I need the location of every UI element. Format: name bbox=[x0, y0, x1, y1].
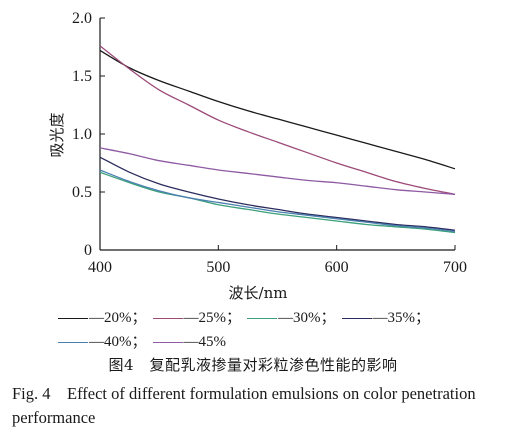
legend: —20%； —25%； —30%； —35%； —40%； —45% bbox=[58, 306, 498, 354]
series-line-25pct bbox=[99, 45, 456, 195]
legend-label: —20%； bbox=[89, 310, 147, 326]
y-axis-label: 吸光度 bbox=[48, 112, 66, 157]
legend-swatch bbox=[58, 342, 88, 344]
series-lines bbox=[99, 45, 456, 234]
legend-swatch bbox=[247, 318, 277, 320]
legend-swatch bbox=[152, 342, 183, 344]
legend-label: —25%； bbox=[183, 310, 242, 326]
series-line-45pct bbox=[99, 147, 456, 195]
x-tick-label: 700 bbox=[443, 259, 467, 276]
y-tick-label: 1.5 bbox=[72, 68, 92, 85]
y-tick-label: 0 bbox=[84, 242, 92, 259]
legend-item: —30%； bbox=[247, 306, 336, 330]
legend-item: —25%； bbox=[152, 306, 242, 330]
y-tick-label: 1.0 bbox=[72, 126, 92, 143]
x-axis-label: 波长/nm bbox=[229, 284, 288, 300]
series-line-35pct bbox=[99, 156, 456, 231]
legend-label: —40%； bbox=[89, 334, 147, 350]
series-line-30pct bbox=[99, 171, 456, 234]
series-line-20pct bbox=[99, 49, 456, 170]
legend-label: —30%； bbox=[278, 310, 336, 326]
legend-label: —45% bbox=[183, 334, 227, 350]
y-tick-label: 0.5 bbox=[72, 184, 92, 201]
legend-swatch bbox=[152, 318, 183, 320]
axes bbox=[99, 17, 456, 251]
line-chart: 400 500 600 700 0 0.5 1.0 1.5 2.0 波长/nm 吸光度 bbox=[48, 10, 467, 300]
legend-item: —45% bbox=[152, 330, 227, 354]
legend-swatch bbox=[341, 318, 372, 320]
series-line-40pct bbox=[99, 169, 456, 233]
legend-swatch bbox=[58, 318, 88, 320]
figure-caption-chinese: 图4 复配乳液掺量对彩粒渗色性能的影响 bbox=[108, 356, 398, 374]
x-tick-label: 500 bbox=[206, 259, 230, 276]
legend-label: —35%； bbox=[372, 310, 431, 326]
y-tick-label: 2.0 bbox=[72, 10, 92, 27]
figure-caption-english: Fig. 4 Effect of different formulation e… bbox=[12, 384, 476, 427]
legend-item: —35%； bbox=[341, 306, 431, 330]
legend-item: —20%； bbox=[58, 306, 147, 330]
legend-item: —40%； bbox=[58, 330, 147, 354]
x-tick-label: 600 bbox=[325, 259, 349, 276]
x-tick-label: 400 bbox=[88, 259, 112, 276]
tick-labels: 400 500 600 700 0 0.5 1.0 1.5 2.0 bbox=[72, 10, 467, 276]
